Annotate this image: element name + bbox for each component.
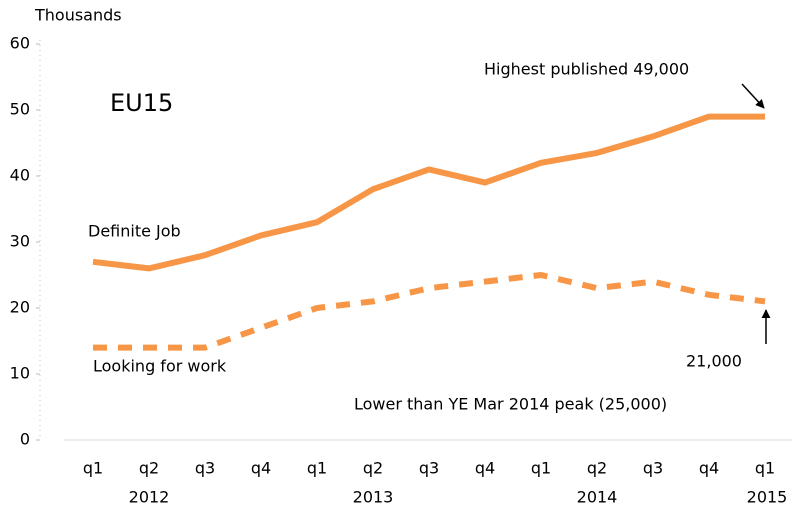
y-tick-label: 60 xyxy=(10,34,30,53)
series-line xyxy=(93,272,766,351)
y-tick-label: 30 xyxy=(10,232,30,251)
annotation: Highest published 49,000 xyxy=(484,60,689,79)
series-line xyxy=(92,113,765,272)
x-tick-label: q2 xyxy=(139,459,159,478)
region-label: EU15 xyxy=(110,89,173,117)
axis-label: Thousands xyxy=(34,6,122,25)
year-label: 2013 xyxy=(353,488,394,507)
x-tick-label: q4 xyxy=(251,459,271,478)
x-tick-label: q1 xyxy=(83,459,103,478)
x-tick-label: q3 xyxy=(195,459,215,478)
year-label: 2012 xyxy=(129,488,170,507)
x-tick-label: q1 xyxy=(531,459,551,478)
series-label: Definite Job xyxy=(88,222,181,241)
y-tick-label: 0 xyxy=(20,430,30,449)
series-label: Looking for work xyxy=(93,357,227,376)
year-label: 2015 xyxy=(747,488,788,507)
x-tick-label: q3 xyxy=(643,459,663,478)
x-tick-label: q4 xyxy=(475,459,495,478)
annotation: Lower than YE Mar 2014 peak (25,000) xyxy=(354,395,667,414)
y-tick-label: 40 xyxy=(10,166,30,185)
x-tick-label: q3 xyxy=(419,459,439,478)
annotation: 21,000 xyxy=(686,352,742,371)
x-tick-label: q1 xyxy=(755,459,775,478)
y-tick-label: 10 xyxy=(10,364,30,383)
x-tick-label: q1 xyxy=(307,459,327,478)
x-tick-label: q2 xyxy=(587,459,607,478)
x-tick-label: q4 xyxy=(699,459,719,478)
x-tick-label: q2 xyxy=(363,459,383,478)
y-tick-label: 50 xyxy=(10,100,30,119)
y-tick-label: 20 xyxy=(10,298,30,317)
arrow xyxy=(741,83,765,109)
year-label: 2014 xyxy=(577,488,618,507)
